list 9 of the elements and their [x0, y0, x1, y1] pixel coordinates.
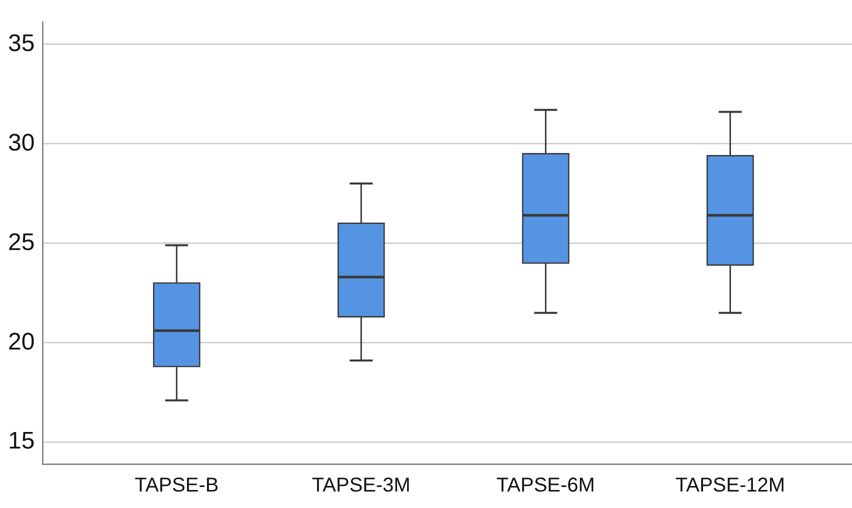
y-tick-label: 20 [8, 328, 35, 356]
x-tick-label: TAPSE-3M [312, 474, 410, 497]
x-tick-label: TAPSE-B [134, 474, 219, 497]
y-tick-label: 35 [8, 30, 35, 57]
y-tick-label: 15 [8, 428, 35, 455]
y-tick-label: 30 [8, 129, 35, 156]
y-tick-label: 25 [8, 228, 35, 256]
x-tick-label: TAPSE-12M [675, 474, 786, 497]
x-tick-label: TAPSE-6M [496, 474, 595, 497]
